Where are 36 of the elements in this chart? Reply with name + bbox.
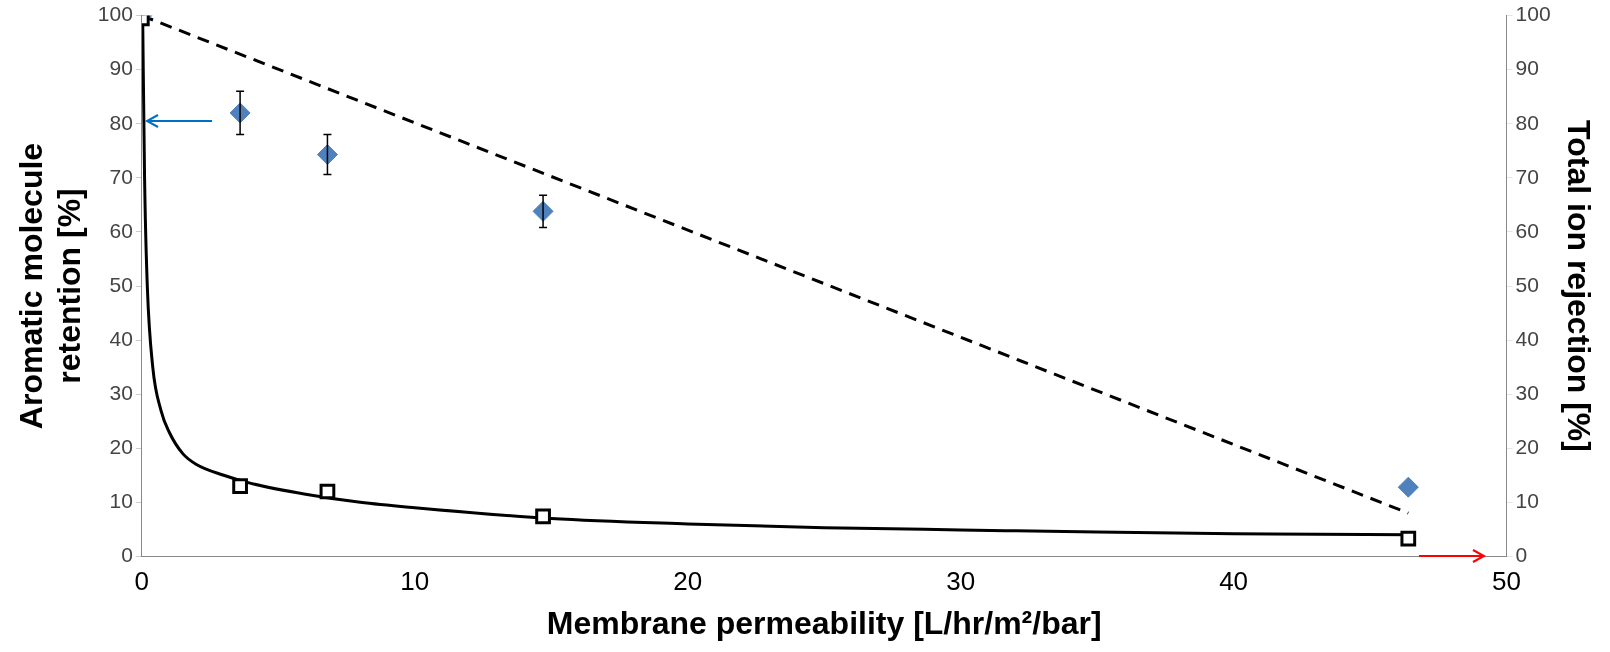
y2-tick-label: 0	[1515, 543, 1528, 567]
y-tick-label: 0	[121, 543, 133, 567]
point	[1400, 530, 1417, 547]
y2-tick-label: 60	[1515, 218, 1539, 242]
y-tick-label: 60	[109, 218, 133, 242]
point	[535, 508, 551, 525]
y2-tick-label: 10	[1515, 489, 1539, 513]
y-tick-label: 70	[109, 164, 133, 188]
y2-tick-label: 80	[1515, 110, 1539, 134]
y-tick-label: 30	[109, 380, 133, 404]
point	[232, 478, 248, 494]
y2-tick-label: 50	[1515, 272, 1539, 296]
y2-tick-label: 30	[1515, 380, 1539, 404]
y-tick-label: 20	[109, 435, 133, 459]
point	[1397, 476, 1419, 498]
point	[319, 483, 336, 500]
y-tick-label: 50	[109, 272, 133, 296]
y-tick-label: 40	[109, 326, 133, 350]
x-tick-label: 30	[946, 566, 976, 597]
x-tick-label: 50	[1492, 566, 1522, 597]
x-tick-label: 40	[1219, 566, 1249, 597]
y-tick-label: 100	[97, 2, 133, 26]
y-tick-label: 10	[109, 489, 133, 513]
y2-tick-label: 20	[1515, 435, 1539, 459]
x-tick-label: 20	[673, 566, 703, 597]
point	[316, 144, 338, 166]
y-tick-label: 80	[109, 110, 133, 134]
y2-axis-title: Total ion rejection [%]	[1560, 120, 1597, 452]
y-axis-title: Aromatic molecule retention [%]	[13, 142, 88, 430]
y-tick-label: 90	[109, 56, 133, 80]
y2-tick-label: 90	[1515, 56, 1539, 80]
y2-tick-label: 70	[1515, 164, 1539, 188]
x-axis-title: Membrane permeability [L/hr/m²/bar]	[546, 604, 1102, 641]
y2-tick-label: 100	[1515, 2, 1551, 26]
x-tick-label: 10	[400, 566, 430, 597]
y2-tick-label: 40	[1515, 326, 1539, 350]
